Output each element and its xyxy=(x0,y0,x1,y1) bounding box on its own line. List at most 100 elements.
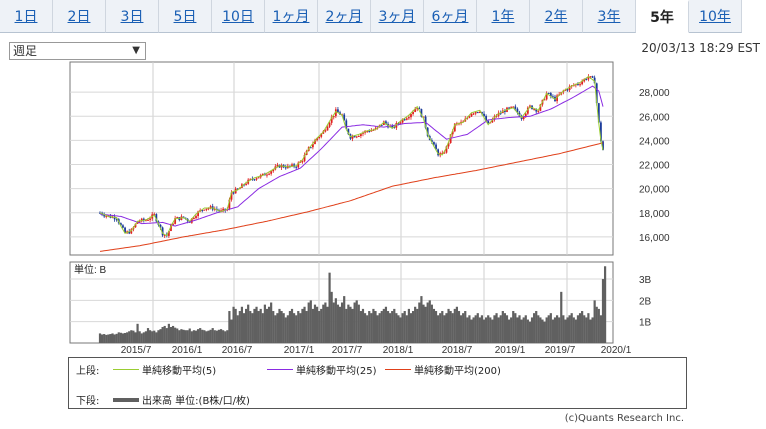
tab-8[interactable]: 6ヶ月 xyxy=(424,0,477,33)
volume-bar xyxy=(303,306,306,343)
candle-body xyxy=(577,84,579,86)
volume-bar xyxy=(464,311,467,343)
volume-bar xyxy=(432,308,436,343)
volume-bar xyxy=(395,313,398,343)
volume-bar xyxy=(478,317,481,343)
period-select[interactable]: 週足 ▼ xyxy=(9,42,146,60)
volume-bar xyxy=(445,313,448,343)
candle-body xyxy=(155,214,158,222)
volume-bar xyxy=(219,329,223,343)
volume-bar xyxy=(121,333,125,343)
volume-bar xyxy=(589,319,592,343)
candle-body xyxy=(362,132,364,134)
volume-bar xyxy=(309,300,312,343)
price-tick-label: 16,000 xyxy=(639,233,670,244)
volume-bar xyxy=(105,334,108,343)
volume-bar xyxy=(165,328,168,343)
volume-bar xyxy=(322,304,325,343)
volume-bar xyxy=(437,315,440,343)
volume-bar xyxy=(376,315,379,343)
candle-body xyxy=(324,130,327,132)
volume-bar xyxy=(288,311,292,343)
volume-bar xyxy=(107,334,110,343)
candle-body xyxy=(537,110,540,112)
volume-bar xyxy=(462,313,465,343)
volume-bar xyxy=(338,306,342,343)
volume-bar xyxy=(203,330,206,343)
volume-bar xyxy=(238,311,241,343)
volume-bar xyxy=(457,311,461,343)
candle-body xyxy=(266,174,268,176)
volume-unit-label: 単位: B xyxy=(74,263,107,276)
volume-bar xyxy=(115,333,118,343)
volume-bar xyxy=(347,304,350,343)
volume-bar xyxy=(480,315,484,343)
volume-bar xyxy=(497,317,500,343)
candle-body xyxy=(303,155,306,162)
tab-10[interactable]: 2年 xyxy=(530,0,583,33)
tab-9[interactable]: 1年 xyxy=(477,0,530,33)
candle-body xyxy=(483,113,485,117)
candle-body xyxy=(380,124,383,126)
candle-body xyxy=(412,111,414,115)
tab-7[interactable]: 3ヶ月 xyxy=(371,0,424,33)
volume-bar xyxy=(278,308,281,343)
candle-body xyxy=(351,136,354,139)
volume-bar xyxy=(247,304,250,343)
volume-bar xyxy=(103,334,106,343)
candle-body xyxy=(595,83,598,104)
tab-3[interactable]: 5日 xyxy=(159,0,212,33)
volume-bar xyxy=(368,311,371,343)
volume-bar xyxy=(263,304,266,343)
tab-2[interactable]: 3日 xyxy=(106,0,159,33)
candle-body xyxy=(508,107,510,109)
volume-bar xyxy=(286,315,289,343)
tab-1[interactable]: 2日 xyxy=(53,0,106,33)
volume-bar xyxy=(155,332,158,343)
candle-body xyxy=(222,208,225,211)
tab-12[interactable]: 5年 xyxy=(636,0,689,33)
volume-bar xyxy=(501,311,504,343)
candle-body xyxy=(134,223,137,228)
volume-bar xyxy=(161,327,164,343)
candle-body xyxy=(447,142,450,147)
volume-bar xyxy=(453,308,456,343)
candle-body xyxy=(113,216,116,220)
volume-bar xyxy=(157,330,160,343)
volume-bar xyxy=(570,313,573,343)
candle-body xyxy=(220,210,222,212)
candle-body xyxy=(410,114,412,118)
tab-0[interactable]: 1日 xyxy=(0,0,53,33)
tab-11[interactable]: 3年 xyxy=(583,0,636,33)
candle-body xyxy=(514,106,517,109)
candle-body xyxy=(272,169,275,172)
tab-13[interactable]: 10年 xyxy=(689,0,742,33)
candle-body xyxy=(472,113,475,115)
candle-body xyxy=(201,210,204,212)
candle-body xyxy=(516,108,519,113)
volume-bar xyxy=(426,302,429,343)
stock-chart: 16,000 18,000 20,000 22,000 24,000 26,000 28,0… xyxy=(69,61,670,356)
volume-bar xyxy=(466,317,469,343)
tab-4[interactable]: 10日 xyxy=(212,0,265,33)
candle-body xyxy=(403,119,406,121)
volume-bar xyxy=(163,325,166,343)
volume-bar xyxy=(468,315,471,343)
volume-bar xyxy=(228,311,231,343)
volume-bar xyxy=(578,313,582,343)
volume-bar xyxy=(332,302,335,343)
volume-bar xyxy=(601,279,605,343)
volume-bar xyxy=(593,300,596,343)
volume-bar xyxy=(159,329,162,343)
price-panel xyxy=(69,61,614,256)
candle-body xyxy=(552,96,554,98)
volume-bar xyxy=(397,315,400,343)
tab-6[interactable]: 2ヶ月 xyxy=(318,0,371,33)
volume-bar xyxy=(439,313,442,343)
volume-bar xyxy=(576,315,580,343)
tab-5[interactable]: 1ヶ月 xyxy=(265,0,318,33)
candle-body xyxy=(163,234,166,236)
volume-bar xyxy=(98,333,102,343)
candle-body xyxy=(453,123,456,132)
candle-body xyxy=(581,81,584,85)
